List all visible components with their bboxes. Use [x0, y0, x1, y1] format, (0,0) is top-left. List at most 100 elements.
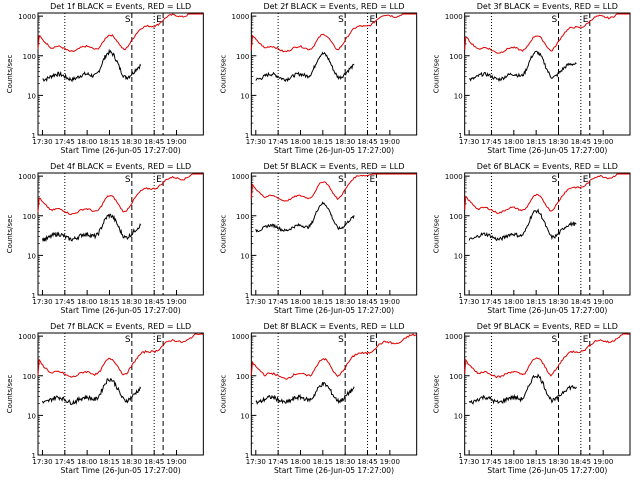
lld-series-line: [250, 173, 417, 202]
lld-series-line: [37, 173, 204, 216]
ytick-label: 100: [449, 373, 462, 381]
xtick-label: 19:00: [166, 138, 186, 146]
xtick-label: 19:00: [593, 298, 613, 306]
y-axis-label: Counts/sec: [219, 375, 227, 414]
ytick-label: 1000: [232, 333, 250, 341]
xtick-label: 18:15: [99, 458, 119, 466]
xtick-label: 18:45: [571, 458, 591, 466]
y-axis-label: Counts/sec: [433, 215, 441, 254]
xtick-label: 18:00: [290, 458, 310, 466]
y-axis-label: Counts/sec: [6, 55, 14, 94]
ytick-label: 100: [236, 53, 249, 61]
lld-series-line: [37, 333, 204, 378]
events-series-line: [42, 48, 142, 83]
ytick-label: 100: [23, 53, 36, 61]
x-axis-label: Start Time (26-Jun-05 17:27:00): [487, 306, 607, 315]
xtick-label: 19:00: [166, 298, 186, 306]
xtick-label: 18:15: [99, 138, 119, 146]
xtick-label: 18:00: [290, 138, 310, 146]
ytick-label: 1: [32, 132, 36, 140]
start-marker: S: [552, 175, 558, 185]
events-series-line: [468, 373, 577, 405]
xtick-label: 18:15: [313, 298, 333, 306]
xtick-label: 17:45: [55, 138, 75, 146]
xtick-label: 18:15: [526, 458, 546, 466]
panel-title: Det 5f BLACK = Events, RED = LLD: [263, 162, 404, 171]
xtick-label: 18:15: [526, 298, 546, 306]
xtick-label: 18:00: [504, 138, 524, 146]
xtick-label: 17:45: [55, 458, 75, 466]
y-axis-label: Counts/sec: [6, 375, 14, 414]
xtick-label: 17:45: [268, 458, 288, 466]
panel-title: Det 8f BLACK = Events, RED = LLD: [263, 322, 404, 331]
events-series-line: [42, 213, 142, 242]
y-axis-label: Counts/sec: [6, 215, 14, 254]
axes-frame: [464, 332, 631, 456]
x-axis-label: Start Time (26-Jun-05 17:27:00): [274, 466, 394, 475]
xtick-label: 18:15: [526, 138, 546, 146]
axes-frame: [37, 332, 204, 456]
ytick-label: 1: [245, 452, 249, 460]
x-axis-label: Start Time (26-Jun-05 17:27:00): [487, 466, 607, 475]
lld-series-line: [37, 13, 204, 53]
panel-det-5: Det 5f BLACK = Events, RED = LLD 1 10 100 10…: [219, 162, 418, 315]
panel-det-9: Det 9f BLACK = Events, RED = LLD 1 10 100 10…: [433, 322, 631, 475]
ytick-label: 10: [27, 252, 36, 260]
ytick-label: 1000: [232, 173, 250, 181]
xtick-label: 18:45: [144, 298, 164, 306]
end-marker: E: [369, 175, 375, 185]
xtick-label: 18:00: [77, 138, 97, 146]
ytick-label: 10: [27, 412, 36, 420]
ytick-label: 1000: [18, 13, 36, 21]
panel-title: Det 1f BLACK = Events, RED = LLD: [50, 2, 191, 11]
ytick-label: 1000: [445, 333, 463, 341]
xtick-label: 18:15: [99, 298, 119, 306]
xtick-label: 18:00: [504, 458, 524, 466]
ytick-label: 100: [449, 213, 462, 221]
events-series-line: [42, 378, 142, 406]
xtick-label: 18:15: [313, 138, 333, 146]
axes-frame: [250, 12, 418, 136]
xtick-label: 17:45: [55, 298, 75, 306]
panel-title: Det 9f BLACK = Events, RED = LLD: [477, 322, 618, 331]
x-axis-label: Start Time (26-Jun-05 17:27:00): [61, 466, 181, 475]
x-axis-label: Start Time (26-Jun-05 17:27:00): [274, 146, 394, 155]
panel-det-4: Det 4f BLACK = Events, RED = LLD 1 10 100 10…: [6, 162, 204, 315]
xtick-label: 18:30: [335, 138, 355, 146]
x-axis-label: Start Time (26-Jun-05 17:27:00): [274, 306, 394, 315]
panel-title: Det 3f BLACK = Events, RED = LLD: [477, 2, 618, 11]
xtick-label: 17:30: [246, 458, 266, 466]
xtick-label: 17:30: [32, 298, 52, 306]
xtick-label: 18:45: [357, 458, 377, 466]
end-marker: E: [583, 175, 589, 185]
start-marker: S: [552, 15, 558, 25]
ytick-label: 1: [458, 132, 462, 140]
xtick-label: 18:30: [122, 458, 142, 466]
ytick-label: 1: [458, 452, 462, 460]
panel-det-1: Det 1f BLACK = Events, RED = LLD 1 10 100 10…: [6, 2, 204, 155]
xtick-label: 19:00: [380, 298, 400, 306]
x-axis-label: Start Time (26-Jun-05 17:27:00): [61, 146, 181, 155]
y-axis-label: Counts/sec: [433, 375, 441, 414]
ytick-label: 1: [458, 292, 462, 300]
xtick-label: 17:45: [268, 138, 288, 146]
end-marker: E: [369, 335, 375, 345]
ytick-label: 100: [23, 213, 36, 221]
xtick-label: 17:30: [459, 298, 479, 306]
xtick-label: 18:00: [77, 298, 97, 306]
ytick-label: 10: [454, 252, 463, 260]
panel-det-6: Det 6f BLACK = Events, RED = LLD 1 10 100 10…: [433, 162, 631, 315]
panel-det-8: Det 8f BLACK = Events, RED = LLD 1 10 100 10…: [219, 322, 418, 475]
events-series-line: [255, 381, 355, 405]
start-marker: S: [338, 15, 344, 25]
xtick-label: 17:30: [32, 458, 52, 466]
y-axis-label: Counts/sec: [219, 55, 227, 94]
ytick-label: 10: [240, 92, 249, 100]
events-series-line: [468, 208, 577, 242]
ytick-label: 10: [454, 412, 463, 420]
start-marker: S: [125, 175, 131, 185]
ytick-label: 1: [245, 292, 249, 300]
xtick-label: 17:30: [32, 138, 52, 146]
